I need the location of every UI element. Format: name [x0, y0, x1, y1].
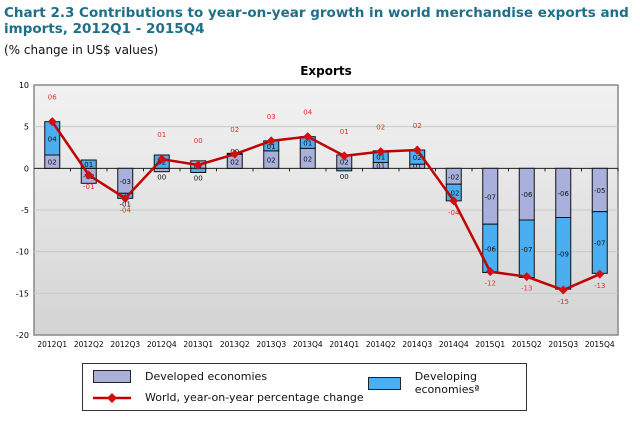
world-label: -13: [521, 285, 532, 293]
x-tick-label: 2014Q3: [402, 340, 432, 349]
bar-label: -01: [120, 200, 131, 208]
legend-label: Developed economies: [145, 370, 268, 383]
world-point: [412, 145, 422, 155]
world-point: [120, 193, 130, 203]
x-tick-label: 2012Q1: [37, 340, 67, 349]
world-label: 03: [267, 113, 276, 121]
x-tick-label: 2013Q3: [256, 340, 286, 349]
bar-label: 02: [340, 159, 349, 167]
x-tick-label: 2012Q4: [147, 340, 177, 349]
bar-label: 02: [267, 157, 276, 165]
world-label: -04: [120, 206, 132, 214]
bar-label: 00: [157, 174, 166, 182]
world-label: -15: [558, 298, 569, 306]
y-tick-label: 10: [19, 81, 29, 90]
bar-label: 01: [376, 162, 385, 170]
world-point: [558, 285, 568, 295]
legend-label: World, year-on-year percentage change: [145, 391, 364, 404]
bar-label: -06: [558, 190, 570, 198]
world-point: [595, 269, 605, 279]
legend-item-developing: Developing economiesª: [368, 370, 526, 396]
legend-label: Developing economiesª: [414, 370, 480, 396]
bar-label: 01: [413, 162, 422, 170]
y-tick-label: 5: [24, 123, 29, 132]
world-point: [485, 267, 495, 277]
legend-item-world: World, year-on-year percentage change: [93, 391, 364, 404]
y-tick-label: -5: [21, 206, 29, 215]
x-tick-label: 2014Q2: [366, 340, 396, 349]
world-label: -13: [594, 282, 605, 290]
world-point: [339, 151, 349, 161]
bar-label: 02: [48, 159, 57, 167]
world-point: [230, 149, 240, 159]
bar-label: 01: [376, 154, 385, 162]
bar-label: 00: [340, 173, 349, 181]
bar-label: -06: [521, 191, 533, 199]
chart-title: Chart 2.3 Contributions to year-on-year …: [4, 5, 629, 37]
bar-label: -03: [120, 178, 131, 186]
bar-label: -07: [485, 193, 496, 201]
world-label: 00: [194, 137, 203, 145]
world-label: -01: [83, 183, 94, 191]
x-tick-label: 2012Q3: [110, 340, 140, 349]
x-tick-label: 2013Q4: [293, 340, 323, 349]
bar-label: -07: [594, 240, 605, 248]
y-tick-label: -10: [16, 248, 29, 257]
world-line: [51, 120, 601, 292]
bar-developing: [336, 167, 353, 172]
world-label: -12: [485, 280, 496, 288]
bar-label: -06: [485, 245, 497, 253]
world-label: -04: [448, 209, 460, 217]
world-point: [376, 147, 386, 157]
developed-swatch: [93, 370, 131, 383]
world-label: 02: [376, 124, 385, 132]
y-tick-label: -15: [16, 289, 29, 298]
bar-label: 02: [303, 155, 312, 163]
y-tick-label: 0: [24, 164, 29, 173]
world-point: [522, 272, 532, 282]
bar-label: -02: [448, 190, 459, 198]
x-tick-label: 2015Q3: [548, 340, 578, 349]
plot-title: Exports: [300, 64, 352, 78]
world-label: 02: [230, 126, 239, 134]
bar-label: 02: [413, 154, 422, 162]
bar-label: 01: [84, 161, 93, 169]
world-point: [449, 196, 459, 206]
bar-label: 02: [230, 158, 239, 166]
world-line-swatch: [93, 392, 131, 403]
bar-label: 04: [48, 135, 57, 143]
legend: Developed economies Developing economies…: [82, 363, 527, 411]
x-tick-label: 2013Q2: [220, 340, 250, 349]
bar-label: 01: [267, 143, 276, 151]
world-label: 04: [303, 109, 312, 117]
x-tick-label: 2013Q1: [183, 340, 213, 349]
bar-label: -07: [521, 246, 532, 254]
x-tick-label: 2012Q2: [74, 340, 104, 349]
bar-label: -05: [594, 187, 605, 195]
chart-subtitle: (% change in US$ values): [4, 43, 159, 57]
bar-label: -09: [558, 250, 569, 258]
world-point: [266, 136, 276, 146]
developing-swatch: [368, 376, 401, 390]
x-tick-label: 2014Q1: [329, 340, 359, 349]
world-label: 06: [48, 94, 57, 102]
world-label: 01: [157, 131, 166, 139]
bar-label: -02: [448, 173, 459, 181]
x-tick-label: 2014Q4: [439, 340, 469, 349]
bar-label: 00: [194, 175, 203, 183]
x-tick-label: 2015Q2: [512, 340, 542, 349]
y-tick-label: -20: [16, 331, 29, 340]
world-label: 02: [413, 122, 422, 130]
world-label: 01: [340, 128, 349, 136]
world-point: [193, 160, 203, 170]
world-point: [84, 170, 94, 180]
bar-label: 01: [303, 140, 312, 148]
world-point: [303, 132, 313, 142]
legend-item-developed: Developed economies: [93, 370, 267, 383]
world-point: [157, 154, 167, 164]
world-point: [47, 117, 57, 127]
x-tick-label: 2015Q1: [475, 340, 505, 349]
x-tick-label: 2015Q4: [585, 340, 615, 349]
